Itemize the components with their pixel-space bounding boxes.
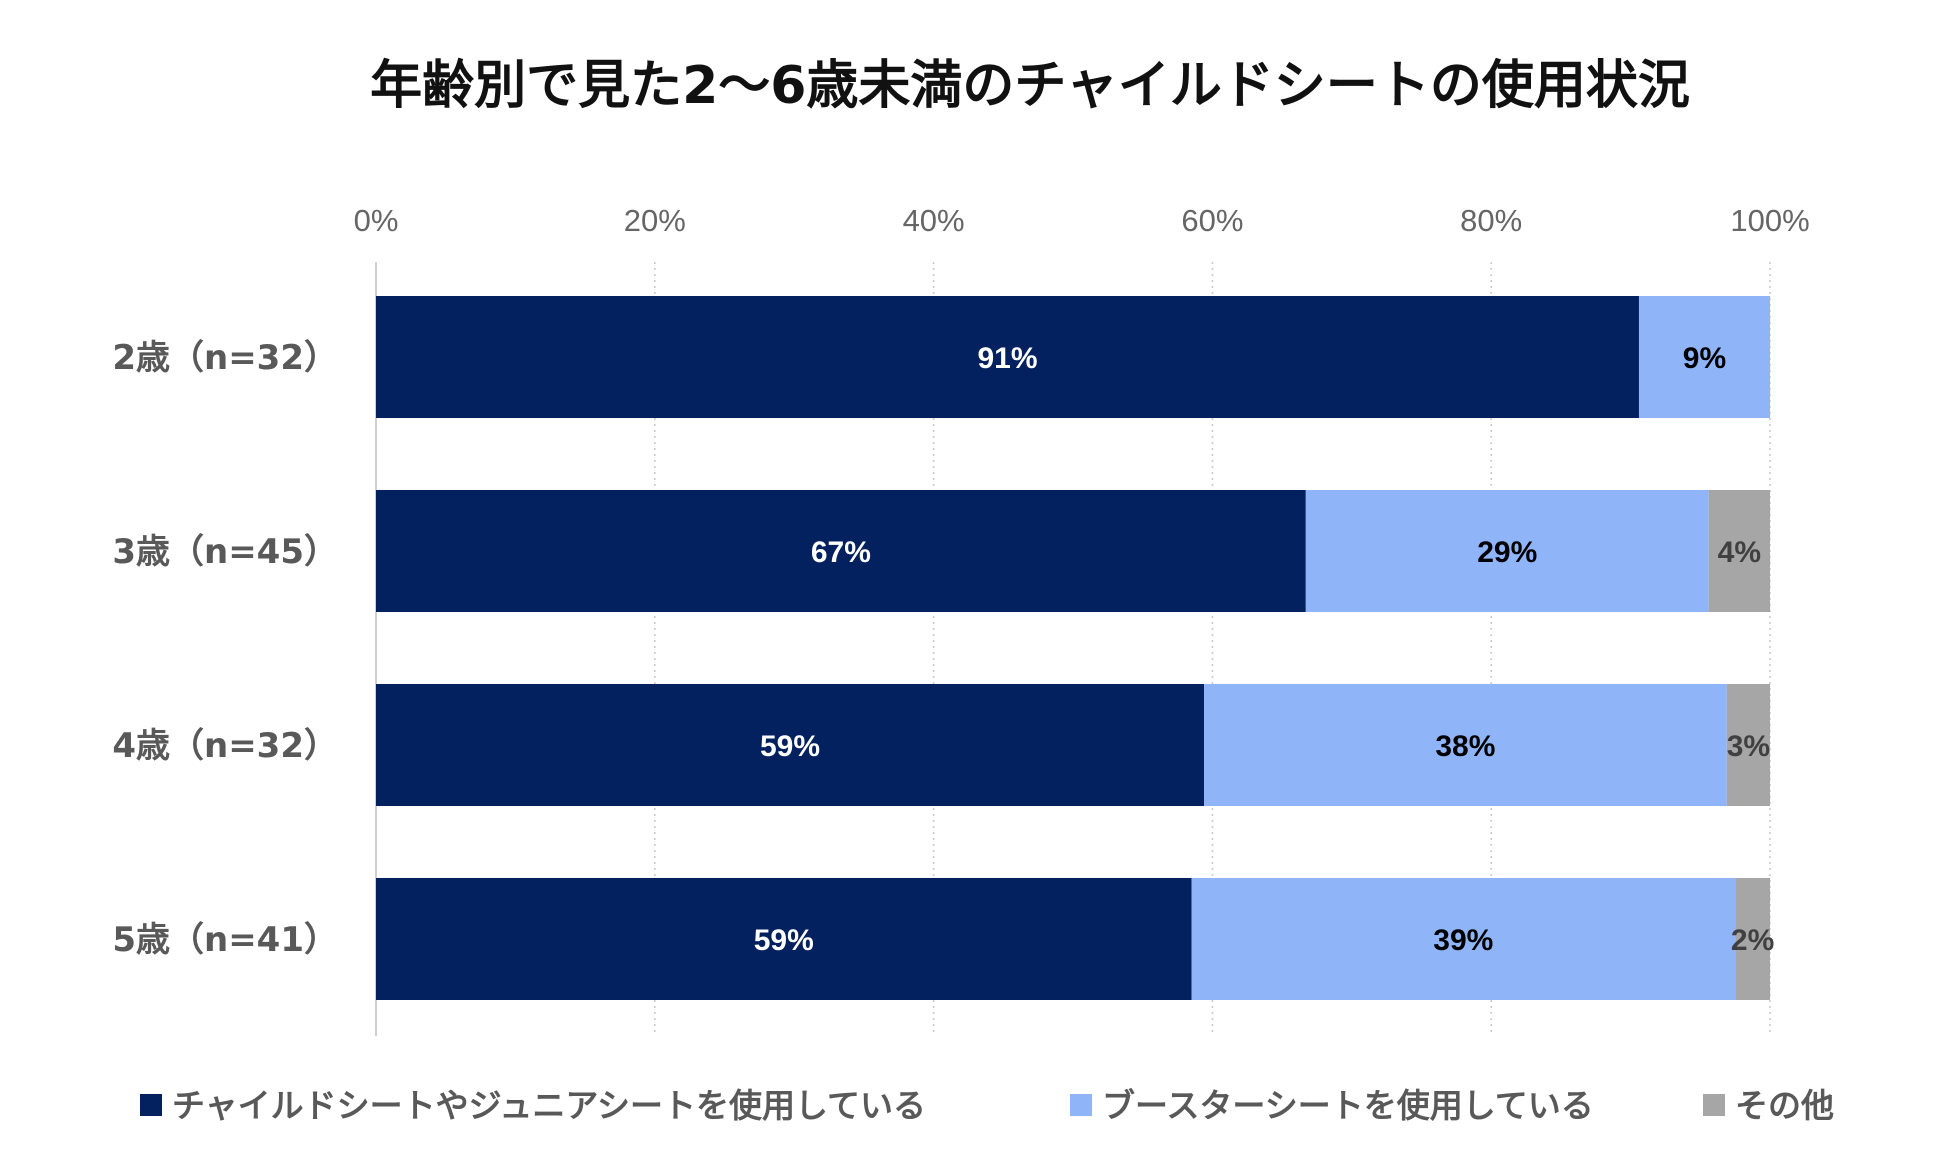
chart-title: 年齢別で見た2～6歳未満のチャイルドシートの使用状況 (370, 56, 1690, 116)
data-label: 91% (977, 342, 1037, 375)
category-label: 4歳（n=32） (112, 726, 338, 766)
x-tick-label: 40% (903, 203, 965, 238)
x-tick-label: 60% (1181, 203, 1243, 238)
bar-segment (1726, 684, 1770, 806)
x-tick-label: 100% (1730, 203, 1809, 238)
bar-segment (1638, 296, 1770, 418)
bar-segment (376, 684, 1205, 806)
x-tick-label: 20% (624, 203, 686, 238)
data-label: 29% (1477, 536, 1537, 569)
bar-segment (1708, 490, 1770, 612)
x-axis-ticks: 0% 20% 40% 60% 80% 100% (354, 203, 1810, 238)
legend-label: チャイルドシートやジュニアシートを使用している (172, 1086, 926, 1125)
legend: チャイルドシートやジュニアシートを使用している ブースターシートを使用している その… (140, 1086, 1834, 1125)
data-label: 59% (754, 924, 814, 957)
data-labels: 91% 9% 67% 29% 4% 59% 38% 3% 59% 39% 2% (754, 342, 1775, 957)
bar-segment (1735, 878, 1770, 1000)
bars (376, 296, 1770, 1000)
bar-segment (376, 296, 1639, 418)
category-label: 3歳（n=45） (112, 532, 338, 572)
category-label: 5歳（n=41） (112, 920, 338, 960)
data-label: 38% (1435, 730, 1495, 763)
data-label: 3% (1727, 730, 1770, 763)
data-label: 59% (760, 730, 820, 763)
legend-swatch (1070, 1094, 1092, 1116)
legend-swatch (1703, 1094, 1725, 1116)
legend-label: ブースターシートを使用している (1102, 1086, 1594, 1125)
data-label: 67% (811, 536, 871, 569)
x-tick-label: 0% (354, 203, 399, 238)
bar-segment (376, 490, 1306, 612)
bar-segment (376, 878, 1192, 1000)
category-label: 2歳（n=32） (112, 338, 338, 378)
category-labels: 2歳（n=32） 3歳（n=45） 4歳（n=32） 5歳（n=41） (112, 338, 338, 960)
legend-swatch (140, 1094, 162, 1116)
legend-label: その他 (1735, 1086, 1834, 1125)
data-label: 39% (1433, 924, 1493, 957)
bar-segment (1204, 684, 1727, 806)
bar-segment (1305, 490, 1709, 612)
data-label: 9% (1683, 342, 1726, 375)
x-tick-label: 80% (1460, 203, 1522, 238)
data-label: 4% (1718, 536, 1761, 569)
data-label: 2% (1731, 924, 1774, 957)
bar-segment (1191, 878, 1736, 1000)
